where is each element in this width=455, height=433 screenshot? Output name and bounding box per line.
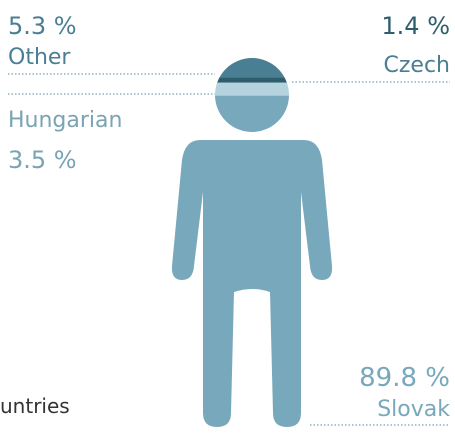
category-label: Slovak: [377, 397, 450, 422]
category-label: Other: [8, 45, 71, 70]
segment: [171, 77, 333, 83]
segment: [171, 82, 333, 96]
segment: [171, 95, 333, 427]
category-label: Czech: [384, 53, 450, 78]
caption: untries: [0, 394, 70, 418]
value-label: 89.8 %: [359, 363, 450, 393]
value-label: 5.3 %: [8, 12, 77, 40]
category-label: Hungarian: [8, 108, 122, 133]
value-label: 1.4 %: [381, 12, 450, 40]
value-label: 3.5 %: [8, 146, 77, 174]
segment: [171, 58, 333, 78]
figure: [171, 58, 333, 427]
